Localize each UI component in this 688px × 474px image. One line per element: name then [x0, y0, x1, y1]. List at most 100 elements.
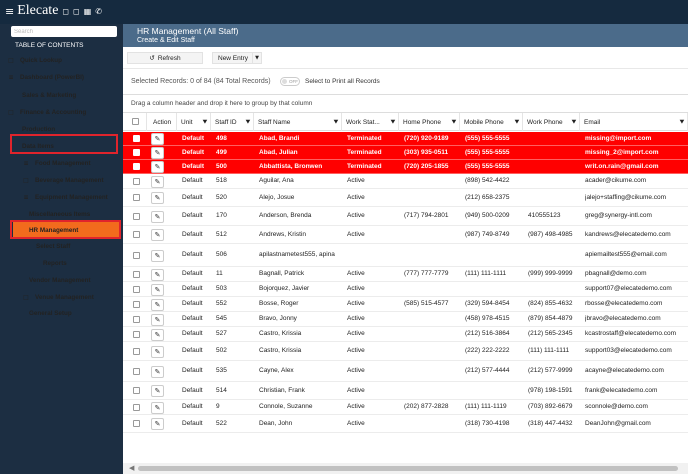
- edit-icon[interactable]: ✎: [151, 401, 164, 414]
- row-checkbox[interactable]: [133, 367, 140, 375]
- row-checkbox[interactable]: [133, 149, 140, 156]
- sidebar-item-vendor-management[interactable]: Vendor Management: [29, 277, 91, 284]
- row-checkbox[interactable]: [133, 347, 140, 355]
- row-checkbox[interactable]: [133, 315, 140, 323]
- filter-icon[interactable]: ▼: [333, 119, 339, 125]
- edit-icon[interactable]: ✎: [151, 345, 164, 358]
- edit-icon[interactable]: ✎: [151, 192, 164, 204]
- column-header-work-status[interactable]: Work Stat... ▼: [342, 113, 399, 131]
- column-header-unit[interactable]: Unit ▼: [177, 113, 211, 131]
- sidebar-item-equipment-management[interactable]: ≡ Equipment Management: [22, 194, 107, 201]
- edit-icon[interactable]: ✎: [151, 249, 164, 262]
- table-row[interactable]: ✎ Default 499 Abad, Julian Terminated (303) 9…: [123, 146, 688, 160]
- filter-icon[interactable]: ▼: [451, 119, 457, 125]
- table-row[interactable]: ✎ Default 9 Connole, Suzanne Active (202) 877…: [123, 400, 688, 415]
- sidebar-item-data-items[interactable]: Data Items: [22, 143, 54, 150]
- new-entry-button[interactable]: New Entry: [212, 52, 254, 64]
- row-checkbox[interactable]: [133, 177, 140, 185]
- hamburger-icon[interactable]: ≡: [5, 4, 15, 18]
- table-row[interactable]: ✎ Default 514 Christian, Frank Active (978) 1…: [123, 382, 688, 400]
- column-header-staff-id[interactable]: Staff ID ▼: [211, 113, 254, 131]
- column-header-mobile-phone[interactable]: Mobile Phone ▼: [460, 113, 523, 131]
- filter-icon[interactable]: ▼: [514, 119, 520, 125]
- table-row[interactable]: ✎ Default 520 Alejo, Josue Active (212) 658-2…: [123, 189, 688, 207]
- row-checkbox[interactable]: [133, 135, 140, 142]
- refresh-button[interactable]: ↺ Refresh: [127, 52, 203, 64]
- column-header-select-all[interactable]: [123, 113, 147, 131]
- row-checkbox[interactable]: [133, 387, 140, 394]
- sidebar-item-finance-accounting[interactable]: □ Finance & Accounting: [7, 109, 86, 116]
- table-row[interactable]: ✎ Default 503 Bojorquez, Javier Active suppor…: [123, 282, 688, 297]
- table-row[interactable]: ✎ Default 552 Bosse, Roger Active (585) 515-4…: [123, 297, 688, 312]
- table-row[interactable]: ✎ Default 498 Abad, Brandi Terminated (720) 9…: [123, 132, 688, 146]
- sidebar-item-dashboard-powerbi[interactable]: ≡ Dashboard (PowerBI): [7, 74, 84, 81]
- column-header-action[interactable]: Action: [147, 113, 177, 131]
- edit-icon[interactable]: ✎: [151, 385, 164, 397]
- edit-icon[interactable]: ✎: [151, 298, 164, 311]
- edit-icon[interactable]: ✎: [151, 418, 164, 430]
- sidebar-item-production[interactable]: Production: [22, 126, 55, 133]
- row-checkbox[interactable]: [133, 300, 140, 308]
- edit-icon[interactable]: ✎: [151, 283, 164, 296]
- search-input[interactable]: [11, 26, 117, 37]
- sidebar-item-food-management[interactable]: ≡ Food Management: [22, 160, 90, 167]
- row-checkbox[interactable]: [133, 330, 140, 338]
- table-row[interactable]: ✎ Default 500 Abbattista, Bronwen Terminated…: [123, 160, 688, 174]
- small-square-icon[interactable]: ◻: [73, 6, 80, 16]
- row-checkbox[interactable]: [133, 194, 140, 201]
- edit-icon[interactable]: ✎: [151, 133, 164, 145]
- table-row[interactable]: ✎ Default 170 Anderson, Brenda Active (717) 7…: [123, 207, 688, 226]
- sidebar-item-reports[interactable]: Reports: [43, 260, 67, 267]
- phone-icon[interactable]: ✆: [95, 6, 102, 16]
- row-checkbox[interactable]: [133, 285, 140, 293]
- table-row[interactable]: ✎ Default 506 apilastnametest555, apina apie…: [123, 244, 688, 267]
- edit-icon[interactable]: ✎: [151, 268, 164, 281]
- calendar-icon[interactable]: ▦: [83, 6, 92, 16]
- edit-icon[interactable]: ✎: [151, 328, 164, 341]
- filter-icon[interactable]: ▼: [571, 119, 577, 125]
- edit-icon[interactable]: ✎: [151, 175, 164, 188]
- scroll-left-icon[interactable]: ◀: [129, 464, 135, 472]
- column-header-work-phone[interactable]: Work Phone ▼: [523, 113, 580, 131]
- edit-icon[interactable]: ✎: [151, 313, 164, 326]
- new-entry-dropdown[interactable]: ▼: [252, 52, 262, 64]
- filter-icon[interactable]: ▼: [679, 119, 685, 125]
- row-checkbox[interactable]: [133, 270, 140, 278]
- sidebar-item-beverage-management[interactable]: □ Beverage Management: [22, 177, 103, 184]
- sidebar-item-select-staff[interactable]: Select Staff: [36, 243, 70, 250]
- row-checkbox[interactable]: [133, 163, 140, 170]
- edit-icon[interactable]: ✎: [151, 229, 164, 241]
- table-row[interactable]: ✎ Default 522 Dean, John Active (318) 730-419…: [123, 415, 688, 433]
- sidebar-item-quick-lookup[interactable]: □ Quick Lookup: [7, 57, 62, 64]
- table-row[interactable]: ✎ Default 11 Bagnall, Patrick Active (777) 77…: [123, 267, 688, 282]
- row-checkbox[interactable]: [133, 420, 140, 427]
- horizontal-scrollbar[interactable]: ◀: [123, 463, 688, 474]
- row-checkbox[interactable]: [133, 212, 140, 220]
- sidebar-item-venue-management[interactable]: □ Venue Management: [22, 294, 94, 301]
- select-all-checkbox[interactable]: [132, 118, 139, 125]
- edit-icon[interactable]: ✎: [151, 161, 164, 173]
- table-row[interactable]: ✎ Default 518 Aguilar, Ana Active (898) 542-4…: [123, 174, 688, 189]
- small-square-icon[interactable]: ◻: [62, 6, 70, 16]
- edit-icon[interactable]: ✎: [151, 365, 164, 378]
- table-row[interactable]: ✎ Default 545 Bravo, Jonny Active (458) 978-4…: [123, 312, 688, 327]
- row-checkbox[interactable]: [133, 231, 140, 238]
- print-all-toggle[interactable]: OFF: [280, 77, 300, 86]
- edit-icon[interactable]: ✎: [151, 147, 164, 159]
- table-row[interactable]: ✎ Default 502 Castro, Krissia Active (222) 22…: [123, 342, 688, 361]
- column-header-home-phone[interactable]: Home Phone ▼: [399, 113, 460, 131]
- column-header-email[interactable]: Email ▼: [580, 113, 688, 131]
- filter-icon[interactable]: ▼: [202, 119, 208, 125]
- sidebar-item-general-setup[interactable]: General Setup: [29, 310, 72, 317]
- row-checkbox[interactable]: [133, 251, 140, 259]
- row-checkbox[interactable]: [133, 403, 140, 411]
- table-row[interactable]: ✎ Default 512 Andrews, Kristin Active (987) 7…: [123, 226, 688, 244]
- sidebar-item-miscellaneous-items[interactable]: Miscellaneous Items: [29, 211, 90, 218]
- filter-icon[interactable]: ▼: [245, 119, 251, 125]
- column-header-staff-name[interactable]: Staff Name ▼: [254, 113, 342, 131]
- filter-icon[interactable]: ▼: [390, 119, 396, 125]
- sidebar-item-sales-marketing[interactable]: Sales & Marketing: [22, 92, 76, 99]
- group-drop-zone[interactable]: Drag a column header and drop it here to…: [123, 96, 688, 112]
- brand-logo[interactable]: ≡ Elecate ◻ ◻ ▦ ✆: [5, 3, 102, 19]
- scrollbar-thumb[interactable]: [138, 466, 678, 471]
